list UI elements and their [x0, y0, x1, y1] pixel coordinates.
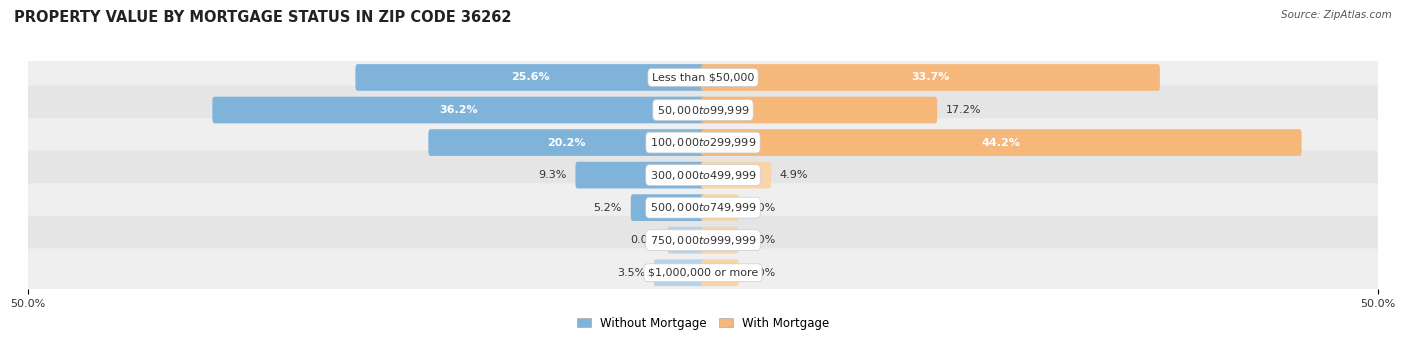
- FancyBboxPatch shape: [702, 97, 938, 123]
- FancyBboxPatch shape: [27, 118, 1379, 167]
- Text: $750,000 to $999,999: $750,000 to $999,999: [650, 234, 756, 247]
- FancyBboxPatch shape: [631, 194, 704, 221]
- Text: 0.0%: 0.0%: [748, 235, 776, 245]
- Text: Less than $50,000: Less than $50,000: [652, 72, 754, 83]
- Text: 44.2%: 44.2%: [981, 138, 1021, 148]
- FancyBboxPatch shape: [27, 248, 1379, 297]
- Text: 17.2%: 17.2%: [946, 105, 981, 115]
- FancyBboxPatch shape: [27, 183, 1379, 232]
- FancyBboxPatch shape: [702, 129, 1302, 156]
- FancyBboxPatch shape: [702, 194, 738, 221]
- FancyBboxPatch shape: [702, 162, 770, 188]
- FancyBboxPatch shape: [27, 216, 1379, 265]
- Text: $1,000,000 or more: $1,000,000 or more: [648, 268, 758, 278]
- Text: 20.2%: 20.2%: [547, 138, 586, 148]
- FancyBboxPatch shape: [702, 64, 1160, 91]
- Text: 5.2%: 5.2%: [593, 203, 621, 212]
- FancyBboxPatch shape: [212, 97, 704, 123]
- Text: 9.3%: 9.3%: [538, 170, 567, 180]
- FancyBboxPatch shape: [356, 64, 704, 91]
- FancyBboxPatch shape: [27, 53, 1379, 102]
- FancyBboxPatch shape: [702, 259, 738, 286]
- FancyBboxPatch shape: [27, 86, 1379, 134]
- Text: $100,000 to $299,999: $100,000 to $299,999: [650, 136, 756, 149]
- Text: 25.6%: 25.6%: [510, 72, 550, 83]
- Legend: Without Mortgage, With Mortgage: Without Mortgage, With Mortgage: [574, 313, 832, 333]
- Text: 3.5%: 3.5%: [617, 268, 645, 278]
- Text: PROPERTY VALUE BY MORTGAGE STATUS IN ZIP CODE 36262: PROPERTY VALUE BY MORTGAGE STATUS IN ZIP…: [14, 10, 512, 25]
- Text: 33.7%: 33.7%: [911, 72, 949, 83]
- Text: $300,000 to $499,999: $300,000 to $499,999: [650, 169, 756, 182]
- FancyBboxPatch shape: [702, 227, 738, 254]
- FancyBboxPatch shape: [575, 162, 704, 188]
- Text: 4.9%: 4.9%: [780, 170, 808, 180]
- Text: 0.0%: 0.0%: [748, 203, 776, 212]
- Text: $50,000 to $99,999: $50,000 to $99,999: [657, 103, 749, 117]
- FancyBboxPatch shape: [654, 259, 704, 286]
- FancyBboxPatch shape: [27, 151, 1379, 200]
- Text: Source: ZipAtlas.com: Source: ZipAtlas.com: [1281, 10, 1392, 20]
- Text: 0.0%: 0.0%: [630, 235, 658, 245]
- Text: 0.0%: 0.0%: [748, 268, 776, 278]
- Text: $500,000 to $749,999: $500,000 to $749,999: [650, 201, 756, 214]
- Text: 36.2%: 36.2%: [440, 105, 478, 115]
- FancyBboxPatch shape: [429, 129, 704, 156]
- FancyBboxPatch shape: [668, 227, 704, 254]
